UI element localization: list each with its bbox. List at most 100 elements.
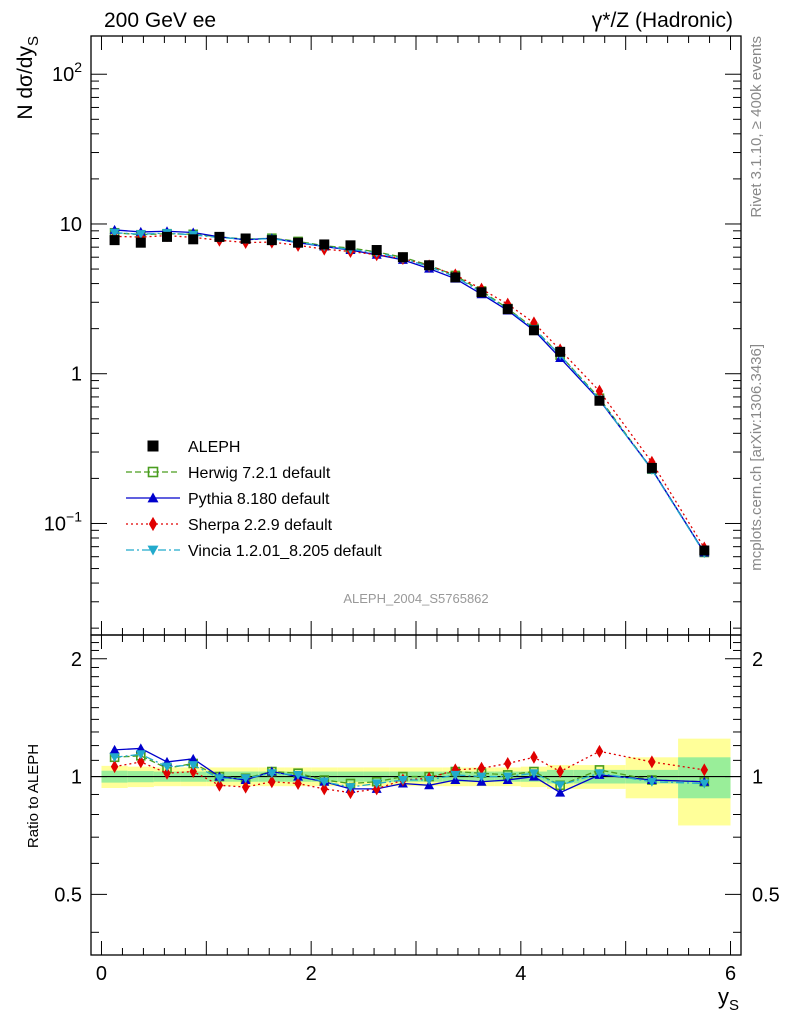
data-point — [135, 237, 146, 248]
data-point — [555, 346, 566, 357]
series-point — [109, 228, 120, 238]
ratio-point — [189, 765, 197, 779]
ratio-tick-label-right: 2 — [752, 649, 763, 671]
ratio-point — [109, 744, 120, 754]
ratio-point — [188, 753, 199, 763]
ratio-point — [595, 744, 604, 758]
data-point — [266, 235, 277, 246]
ratio-point — [135, 743, 146, 753]
ratio-point — [345, 783, 356, 793]
ratio-point — [528, 769, 539, 779]
legend-marker — [147, 466, 159, 478]
y-axis-title: N dσ/dyS — [14, 36, 42, 120]
ratio-line — [114, 753, 705, 788]
main-panel-series — [109, 224, 710, 559]
ratio-tick-label-left: 0.5 — [54, 884, 82, 906]
data-point — [214, 231, 225, 242]
x-tick-label: 0 — [96, 963, 107, 985]
ratio-point — [648, 755, 656, 769]
ratio-point — [319, 777, 330, 787]
legend-label: Herwig 7.2.1 default — [188, 465, 331, 482]
ratio-point — [135, 750, 146, 760]
ratio-tick-label-left: 2 — [71, 649, 82, 671]
ratio-point — [214, 774, 225, 784]
legend-marker — [148, 516, 158, 532]
data-point — [594, 395, 605, 406]
data-point — [528, 325, 539, 336]
legend-label: Vincia 1.2.01_8.205 default — [188, 543, 382, 560]
ratio-point — [320, 782, 329, 796]
ratio-point — [163, 766, 171, 780]
ratio-point — [646, 777, 657, 787]
ratio-point — [371, 779, 382, 789]
x-axis-title: yS — [718, 984, 739, 1014]
ratio-point — [397, 775, 408, 785]
data-point — [240, 233, 251, 244]
ratio-axis-title: Ratio to ALEPH — [25, 744, 42, 848]
data-point — [646, 462, 657, 473]
x-tick-label: 6 — [725, 963, 736, 985]
legend-label: ALEPH — [188, 439, 240, 456]
series-point — [135, 230, 146, 240]
header-energy: 200 GeV ee — [104, 9, 216, 32]
data-point — [293, 237, 304, 248]
ratio-tick-label-right: 0.5 — [752, 884, 780, 906]
ratio-point — [530, 750, 538, 764]
ratio-point — [137, 755, 145, 769]
y-tick-label: 102 — [52, 59, 82, 86]
legend-label: Pythia 8.180 default — [188, 491, 330, 508]
y-tick-label: 10−1 — [44, 508, 82, 535]
ratio-point — [594, 769, 605, 779]
legend-marker — [147, 492, 159, 503]
ratio-point — [240, 774, 251, 784]
rivet-version-label: Rivet 3.1.10, ≥ 400k events — [748, 36, 765, 218]
ratio-point — [110, 760, 119, 774]
ratio-point — [555, 781, 566, 791]
ratio-point — [699, 779, 710, 789]
ratio-point — [293, 770, 304, 780]
ratio-point — [477, 761, 486, 775]
ratio-point — [372, 782, 381, 796]
ratio-point — [294, 777, 302, 791]
y-tick-label: 1 — [71, 364, 82, 386]
legend-label: Sherpa 2.2.9 default — [188, 517, 333, 534]
source-label: mcplots.cern.ch [arXiv:1306.3436] — [748, 344, 765, 571]
data-point — [319, 239, 330, 250]
ratio-point — [556, 765, 564, 779]
x-tick-label: 4 — [515, 963, 526, 985]
ratio-point — [450, 770, 461, 780]
ratio-point — [424, 775, 435, 785]
y-tick-label: 10 — [60, 214, 82, 236]
data-point — [502, 304, 513, 315]
ratio-panel-series — [109, 743, 710, 800]
legend-marker — [147, 545, 159, 556]
ratio-point — [700, 763, 709, 777]
ratio-error-bands — [91, 738, 741, 826]
ratio-point — [241, 780, 250, 794]
legend: ALEPH Herwig 7.2.1 default Pythia 8.180 de… — [126, 439, 382, 560]
data-point — [109, 235, 120, 246]
data-point — [371, 245, 382, 256]
analysis-watermark: ALEPH_2004_S5765862 — [343, 591, 488, 606]
legend-marker — [147, 440, 159, 452]
data-point — [397, 252, 408, 263]
ratio-point — [555, 787, 566, 797]
data-point — [345, 240, 356, 251]
ratio-point — [502, 772, 513, 782]
ratio-point — [162, 762, 173, 772]
ratio-point — [215, 778, 224, 792]
ratio-point — [266, 769, 277, 779]
ratio-point — [109, 753, 120, 763]
series-point — [595, 384, 604, 398]
data-point — [188, 234, 199, 245]
ratio-point — [476, 772, 487, 782]
ratio-point — [188, 761, 199, 771]
data-point — [424, 260, 435, 271]
data-point — [450, 272, 461, 283]
ratio-point — [503, 756, 512, 770]
data-point — [476, 287, 487, 298]
ratio-tick-label-right: 1 — [752, 767, 763, 789]
ratio-point — [346, 786, 355, 800]
x-tick-label: 2 — [306, 963, 317, 985]
